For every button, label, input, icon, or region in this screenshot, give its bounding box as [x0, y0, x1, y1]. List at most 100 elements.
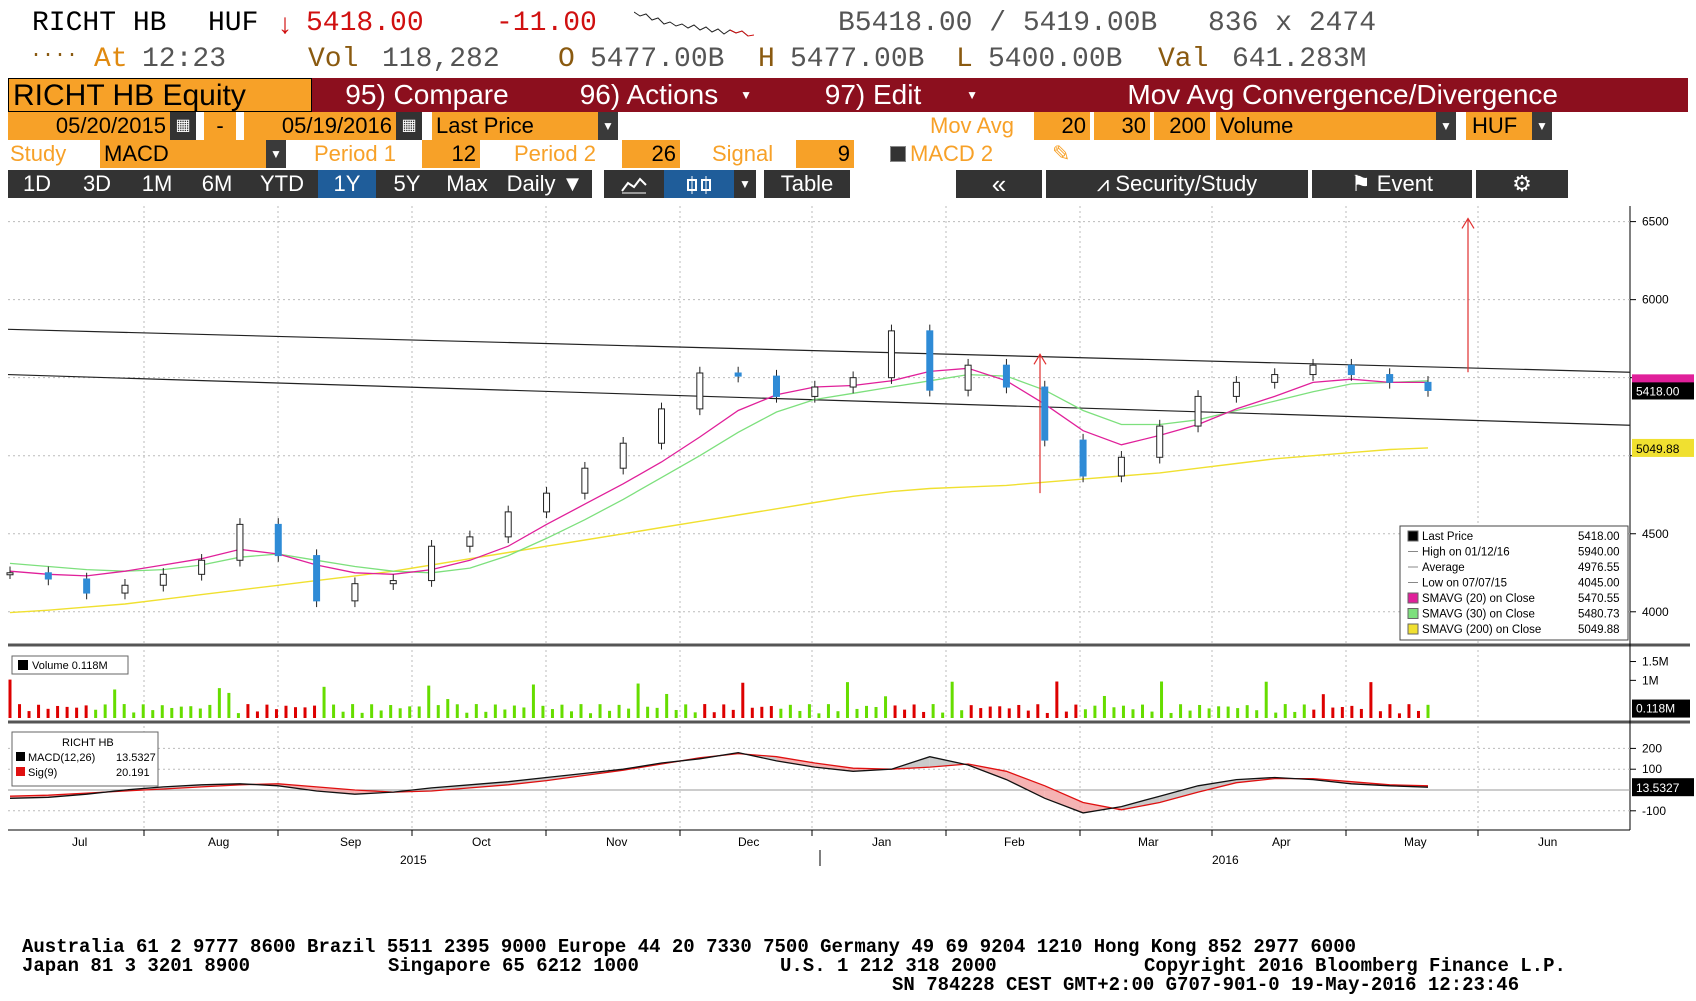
sparkline: [634, 11, 754, 37]
actions-button[interactable]: 96) Actions ▼: [540, 78, 758, 112]
event-button[interactable]: ⚑ Event: [1312, 170, 1472, 198]
volume-bar: [179, 706, 183, 718]
candle-body: [121, 584, 129, 594]
volume-bar: [1321, 694, 1325, 718]
chart-type-dropdown[interactable]: ▼: [734, 170, 756, 198]
range-button-3d[interactable]: 3D: [82, 171, 112, 196]
y-tick-label-4000: 4000: [1642, 605, 1669, 619]
range-button-1d[interactable]: 1D: [22, 171, 52, 196]
legend-swatch: [1407, 530, 1419, 542]
macd-fill: [508, 777, 547, 785]
volume-bar: [493, 704, 497, 718]
volume-bar: [1416, 710, 1420, 718]
range-button-ytd[interactable]: YTD: [260, 171, 304, 196]
line-chart-icon[interactable]: [604, 170, 664, 198]
range-button-1m[interactable]: 1M: [141, 171, 173, 196]
ma3-field[interactable]: 200: [1154, 112, 1210, 140]
footer-japan: Japan 81 3 3201 8900: [22, 955, 251, 977]
study-select[interactable]: MACD ▼: [100, 140, 286, 168]
candle-body: [428, 545, 436, 582]
ma2-field[interactable]: 30: [1094, 112, 1150, 140]
volume-bar: [684, 704, 688, 718]
collapse-button[interactable]: «: [956, 170, 1042, 198]
candle-body: [1424, 381, 1432, 391]
volume-bar: [674, 709, 678, 718]
lower-chart-select[interactable]: Volume ▼: [1216, 112, 1456, 140]
chevron-down-icon: ▼: [966, 88, 978, 102]
flag-icon: ⚑: [1350, 171, 1377, 196]
ma1-field[interactable]: 20: [1034, 112, 1090, 140]
sig-legend-value: 20.191: [116, 767, 150, 779]
macd-tag: 13.5327: [1636, 781, 1680, 795]
volume-bar: [512, 705, 516, 718]
volume-bar: [1397, 713, 1401, 718]
volume-bar: [865, 705, 869, 718]
range-buttons: 1D 3D 1M 6M YTD 1Y 5Y Max Daily ▼: [8, 170, 592, 198]
candle-body: [1041, 386, 1049, 441]
period2-field[interactable]: 26: [622, 140, 680, 168]
edit-button[interactable]: 97) Edit ▼: [762, 78, 984, 112]
currency-select[interactable]: HUF ▼: [1466, 112, 1552, 140]
volume-bar: [627, 708, 631, 718]
volume-bar: [1217, 706, 1221, 718]
volume-bar: [560, 704, 564, 718]
sma30-line: [9, 373, 1429, 574]
macd-legend-title: RICHT HB: [62, 737, 114, 749]
frequency-select[interactable]: Daily ▼: [506, 171, 584, 196]
macd-legend-value: 13.5327: [116, 752, 156, 764]
table-button[interactable]: Table: [764, 170, 850, 198]
volume-label: Vol: [308, 44, 359, 75]
macd-fill: [776, 756, 815, 768]
chart-area[interactable]: Jul Aug Sep Oct Nov Dec Jan Feb Mar Apr May Jun 2015…: [0, 198, 1696, 900]
x-tick-label-mar: Mar: [1138, 835, 1159, 849]
y-tick-label-4500: 4500: [1642, 527, 1669, 541]
start-date-field[interactable]: 05/20/2015: [8, 112, 170, 140]
double-chevron-left-icon: «: [991, 169, 1007, 199]
study-value: MACD: [104, 141, 169, 166]
volume-bar: [979, 708, 983, 718]
volume-bar: [351, 704, 355, 718]
panel-bg-0: [8, 206, 1630, 643]
volume-bar: [1312, 709, 1316, 718]
settings-button[interactable]: ⚙: [1476, 170, 1568, 198]
range-button-5y[interactable]: 5Y: [393, 171, 421, 196]
candlestick-icon[interactable]: [664, 170, 734, 198]
candle-body: [313, 555, 321, 602]
volume-bar: [56, 705, 60, 718]
volume-bar: [1245, 705, 1249, 718]
macd2-checkbox[interactable]: [890, 146, 906, 162]
signal-field[interactable]: 9: [796, 140, 854, 168]
val-label: Val: [1158, 44, 1209, 75]
security-study-button[interactable]: ⩘ Security/Study: [1046, 170, 1308, 198]
security-field[interactable]: RICHT HB Equity: [8, 78, 312, 112]
calendar-icon[interactable]: ▦: [170, 112, 196, 140]
field-select[interactable]: Last Price ▼: [432, 112, 618, 140]
compare-button[interactable]: 95) Compare: [318, 78, 536, 112]
candle-body: [1271, 374, 1279, 383]
macd-tick-label: 200: [1642, 741, 1662, 755]
range-button-1y[interactable]: 1Y: [318, 170, 376, 198]
bid-ask-size: 836 x 2474: [1208, 8, 1377, 39]
gear-icon: ⚙: [1512, 171, 1532, 196]
pencil-icon[interactable]: ✎: [1052, 141, 1071, 166]
last-price-tag: 5418.00: [1636, 384, 1680, 398]
period1-field[interactable]: 12: [422, 140, 480, 168]
x-tick-label-oct: Oct: [472, 835, 491, 849]
candle-body: [1156, 425, 1164, 458]
bid-ask: B5418.00 / 5419.00B: [838, 8, 1158, 39]
quote-time: 12:23: [142, 44, 227, 75]
x-tick-label-nov: Nov: [606, 835, 627, 849]
legend-label: Low on 07/07/15: [1422, 578, 1507, 590]
calendar-icon[interactable]: ▦: [396, 112, 422, 140]
volume-bar: [1331, 707, 1335, 718]
x-tick-label-jan: Jan: [872, 835, 891, 849]
volume-bar: [465, 712, 469, 718]
volume-bar: [826, 704, 830, 718]
volume-bar: [646, 706, 650, 718]
range-button-max[interactable]: Max: [446, 171, 488, 196]
range-button-6m[interactable]: 6M: [201, 171, 233, 196]
end-date-field[interactable]: 05/19/2016: [244, 112, 396, 140]
volume-bar: [94, 709, 98, 718]
volume-bar: [1369, 682, 1373, 718]
candle-body: [6, 572, 14, 576]
